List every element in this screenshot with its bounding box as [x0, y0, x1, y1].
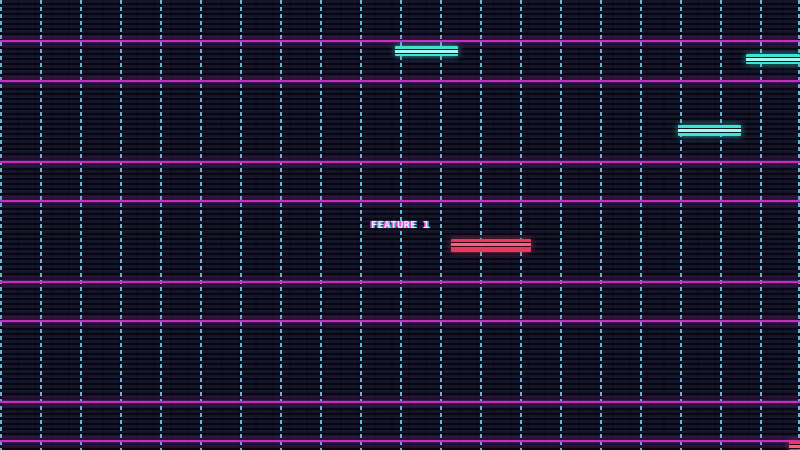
task-4-bar[interactable] [451, 239, 531, 252]
task-3-bar[interactable] [678, 125, 741, 136]
horizontal-gridline [0, 281, 800, 283]
task-2-bar[interactable] [746, 54, 800, 64]
horizontal-gridline [0, 320, 800, 322]
vertical-gridline [720, 0, 722, 450]
vertical-gridline [440, 0, 442, 450]
horizontal-gridline [0, 80, 800, 82]
vertical-gridline [40, 0, 42, 450]
horizontal-gridline [0, 200, 800, 202]
vertical-gridline [160, 0, 162, 450]
vertical-gridline [640, 0, 642, 450]
vertical-gridline [280, 0, 282, 450]
vertical-gridline [520, 0, 522, 450]
vertical-gridline [240, 0, 242, 450]
horizontal-gridline [0, 440, 800, 442]
vertical-gridline [798, 0, 800, 450]
vertical-gridline [600, 0, 602, 450]
vertical-gridline [120, 0, 122, 450]
vertical-gridline [80, 0, 82, 450]
task-1-bar[interactable] [395, 46, 458, 56]
vertical-gridline [760, 0, 762, 450]
vertical-gridline [320, 0, 322, 450]
vertical-gridline [560, 0, 562, 450]
horizontal-gridline [0, 401, 800, 403]
vertical-gridline [200, 0, 202, 450]
vertical-gridline [680, 0, 682, 450]
vertical-gridline [0, 0, 2, 450]
horizontal-gridline [0, 161, 800, 163]
feature-label[interactable]: FEATURE 1 [371, 220, 430, 231]
vertical-gridline [400, 0, 402, 450]
horizontal-gridline [0, 40, 800, 42]
vertical-gridline [360, 0, 362, 450]
task-5-bar[interactable] [789, 441, 800, 450]
vertical-gridline [480, 0, 482, 450]
